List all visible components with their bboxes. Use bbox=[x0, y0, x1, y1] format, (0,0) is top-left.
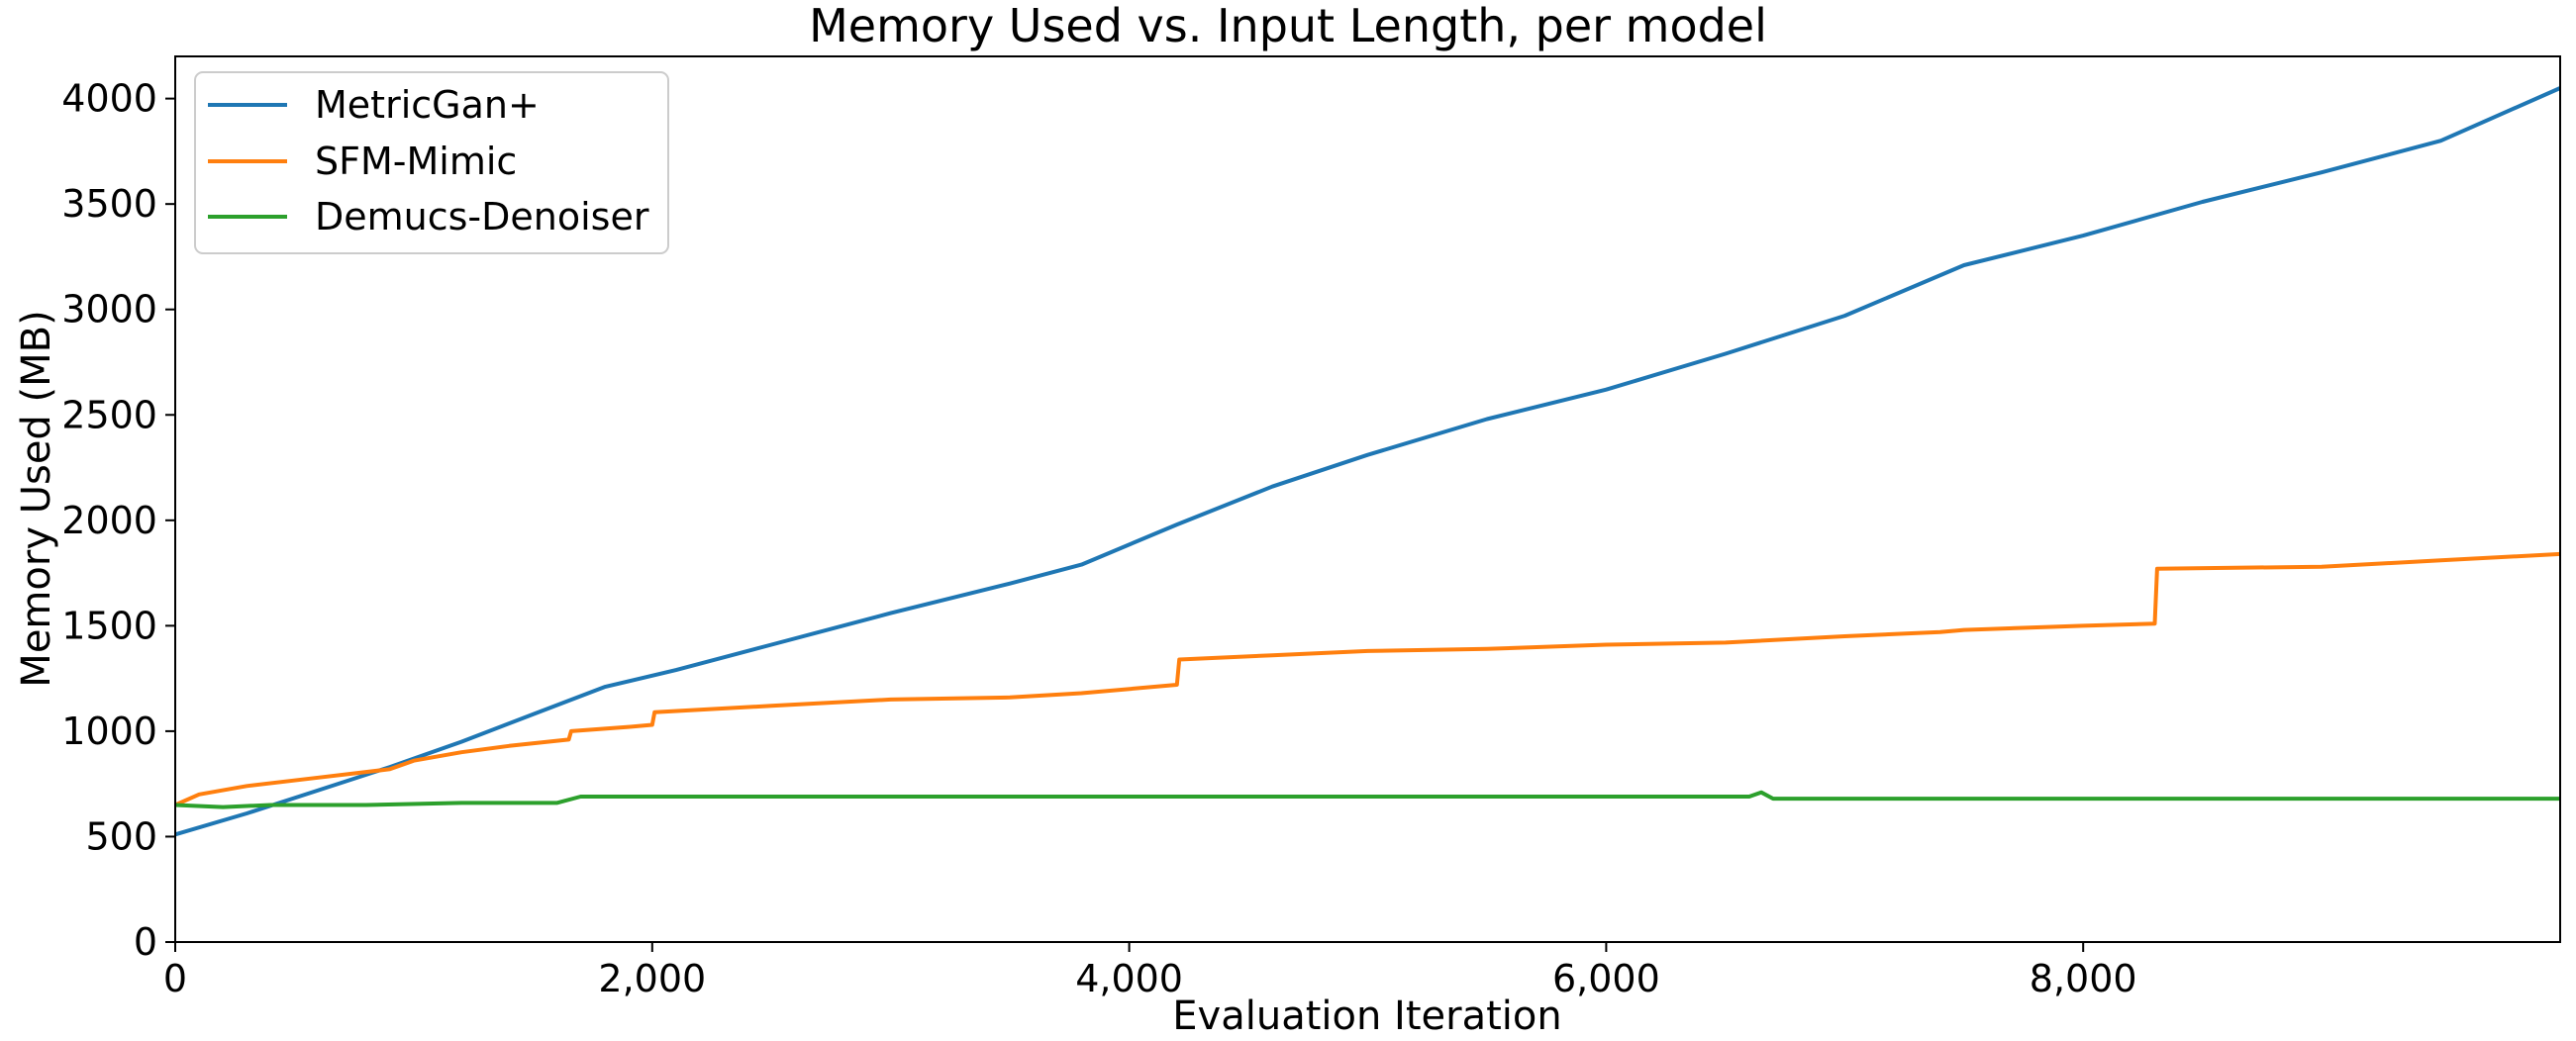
y-tick-label: 0 bbox=[134, 920, 157, 964]
x-tick-label: 4,000 bbox=[1075, 957, 1183, 1000]
legend: MetricGan+ SFM-Mimic Demucs-Denoiser bbox=[194, 71, 669, 254]
y-tick-label: 3000 bbox=[61, 288, 157, 331]
y-tick-label: 2500 bbox=[61, 393, 157, 436]
y-tick-label: 2000 bbox=[61, 499, 157, 542]
y-tick-label: 500 bbox=[85, 814, 157, 858]
y-axis: 0 500 1000 1500 2000 2500 3000 3500 4000 bbox=[61, 77, 175, 964]
y-axis-label: Memory Used (MB) bbox=[14, 310, 59, 687]
y-tick-label: 3500 bbox=[61, 182, 157, 226]
legend-label-sfm-mimic: SFM-Mimic bbox=[315, 140, 517, 183]
legend-label-demucs-denoiser: Demucs-Denoiser bbox=[315, 195, 649, 238]
x-axis-label: Evaluation Iteration bbox=[1172, 994, 1561, 1039]
x-axis: 0 2,000 4,000 6,000 8,000 bbox=[163, 942, 2137, 1000]
y-tick-label: 4000 bbox=[61, 77, 157, 121]
x-tick-label: 6,000 bbox=[1552, 957, 1660, 1000]
y-tick-label: 1500 bbox=[61, 604, 157, 647]
x-tick-label: 2,000 bbox=[598, 957, 706, 1000]
x-tick-label: 0 bbox=[163, 957, 187, 1000]
y-tick-label: 1000 bbox=[61, 710, 157, 753]
chart-title: Memory Used vs. Input Length, per model bbox=[809, 0, 1767, 52]
plot-frame bbox=[174, 55, 2561, 943]
x-tick-label: 8,000 bbox=[2030, 957, 2137, 1000]
series-layer bbox=[174, 86, 2561, 837]
series-line-sfm-mimic bbox=[174, 551, 2561, 807]
series-line-metricgan bbox=[174, 86, 2561, 837]
legend-box bbox=[194, 71, 669, 254]
series-line-demucs-denoiser bbox=[174, 790, 2560, 809]
legend-label-metricgan: MetricGan+ bbox=[315, 83, 540, 127]
